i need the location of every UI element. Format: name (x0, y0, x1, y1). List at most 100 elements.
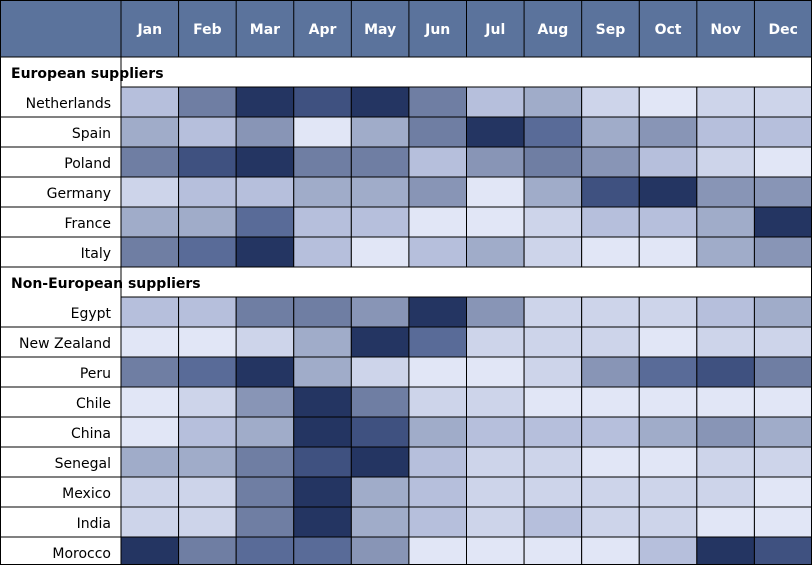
row-label: Peru (80, 366, 111, 382)
heatmap-cell (581, 326, 640, 358)
header-band (0, 0, 812, 57)
heatmap-cell (350, 296, 410, 328)
heatmap-cell (523, 446, 583, 478)
column-header-oct: Oct (655, 22, 682, 38)
heatmap-cell (120, 536, 180, 565)
heatmap-cell (466, 416, 525, 448)
column-header-mar: Mar (250, 22, 280, 38)
heatmap-cell (235, 116, 295, 148)
heatmap-cell (350, 236, 410, 268)
heatmap-cell (696, 476, 755, 508)
heatmap-cell (408, 386, 467, 418)
heatmap-cell (696, 116, 755, 148)
heatmap-cell (523, 86, 583, 118)
heatmap-cell (120, 386, 180, 418)
heatmap-cell (350, 356, 410, 388)
row-label: Mexico (62, 486, 111, 502)
heatmap-cell (178, 506, 237, 538)
heatmap-cell (581, 386, 640, 418)
heatmap-cell (293, 296, 352, 328)
heatmap-cell (581, 506, 640, 538)
heatmap-cell (350, 416, 410, 448)
heatmap-cell (293, 326, 352, 358)
heatmap-cell (523, 326, 583, 358)
heatmap-cell (293, 176, 352, 208)
heatmap-cell (408, 236, 467, 268)
heatmap-cell (293, 116, 352, 148)
heatmap-cell (638, 326, 698, 358)
heatmap-cell (523, 356, 583, 388)
heatmap-cell (120, 176, 180, 208)
heatmap-cell (696, 536, 755, 565)
heatmap-cell (235, 296, 295, 328)
heatmap-cell (753, 146, 812, 178)
heatmap-cell (235, 206, 295, 238)
heatmap-cell (120, 146, 180, 178)
heatmap-cell (350, 86, 410, 118)
column-header-nov: Nov (710, 22, 740, 38)
heatmap-cell (753, 116, 812, 148)
heatmap-cell (696, 146, 755, 178)
heatmap-cell (638, 86, 698, 118)
heatmap-cell (120, 416, 180, 448)
heatmap-cell (466, 206, 525, 238)
heatmap-cell (178, 476, 237, 508)
heatmap-cell (696, 86, 755, 118)
column-header-dec: Dec (768, 22, 797, 38)
heatmap-cell (350, 446, 410, 478)
heatmap-cell (581, 236, 640, 268)
heatmap-cell (466, 506, 525, 538)
heatmap-cell (408, 206, 467, 238)
heatmap-cell (178, 296, 237, 328)
heatmap-cell (753, 176, 812, 208)
heatmap-cell (120, 476, 180, 508)
heatmap-cell (466, 296, 525, 328)
heatmap-cell (350, 176, 410, 208)
heatmap-cell (466, 326, 525, 358)
heatmap-cell (466, 356, 525, 388)
heatmap-cell (408, 536, 467, 565)
heatmap-cell (523, 206, 583, 238)
heatmap-cell (696, 326, 755, 358)
heatmap-cell (350, 326, 410, 358)
heatmap-cell (178, 386, 237, 418)
row-label: Spain (72, 126, 111, 142)
heatmap-cell (120, 206, 180, 238)
column-header-apr: Apr (309, 22, 337, 38)
heatmap-cell (178, 536, 237, 565)
heatmap-cell (235, 236, 295, 268)
heatmap-cell (581, 146, 640, 178)
heatmap-cell (696, 296, 755, 328)
heatmap-cell (638, 146, 698, 178)
heatmap-cell (293, 386, 352, 418)
heatmap-cell (466, 116, 525, 148)
heatmap-cell (581, 446, 640, 478)
heatmap-cell (350, 206, 410, 238)
heatmap-cell (178, 416, 237, 448)
heatmap-cell (350, 146, 410, 178)
heatmap-cell (523, 236, 583, 268)
heatmap-cell (638, 296, 698, 328)
heatmap-cell (293, 356, 352, 388)
heatmap-cell (293, 236, 352, 268)
heatmap-cell (753, 326, 812, 358)
group-label: Non-European suppliers (11, 276, 201, 292)
heatmap-cell (523, 416, 583, 448)
heatmap-cell (696, 176, 755, 208)
heatmap-cell (178, 146, 237, 178)
row-label: Poland (64, 156, 111, 172)
heatmap-cell (638, 176, 698, 208)
heatmap-cell (178, 116, 237, 148)
heatmap-cell (523, 146, 583, 178)
heatmap-cell (581, 356, 640, 388)
heatmap-cell (581, 176, 640, 208)
heatmap-cell (178, 206, 237, 238)
column-header-jul: Jul (484, 22, 505, 38)
heatmap-cell (293, 416, 352, 448)
heatmap-cell (581, 86, 640, 118)
heatmap-cell (638, 236, 698, 268)
column-header-aug: Aug (537, 22, 568, 38)
heatmap-cell (120, 236, 180, 268)
heatmap-cell (293, 446, 352, 478)
heatmap-cell (638, 536, 698, 565)
